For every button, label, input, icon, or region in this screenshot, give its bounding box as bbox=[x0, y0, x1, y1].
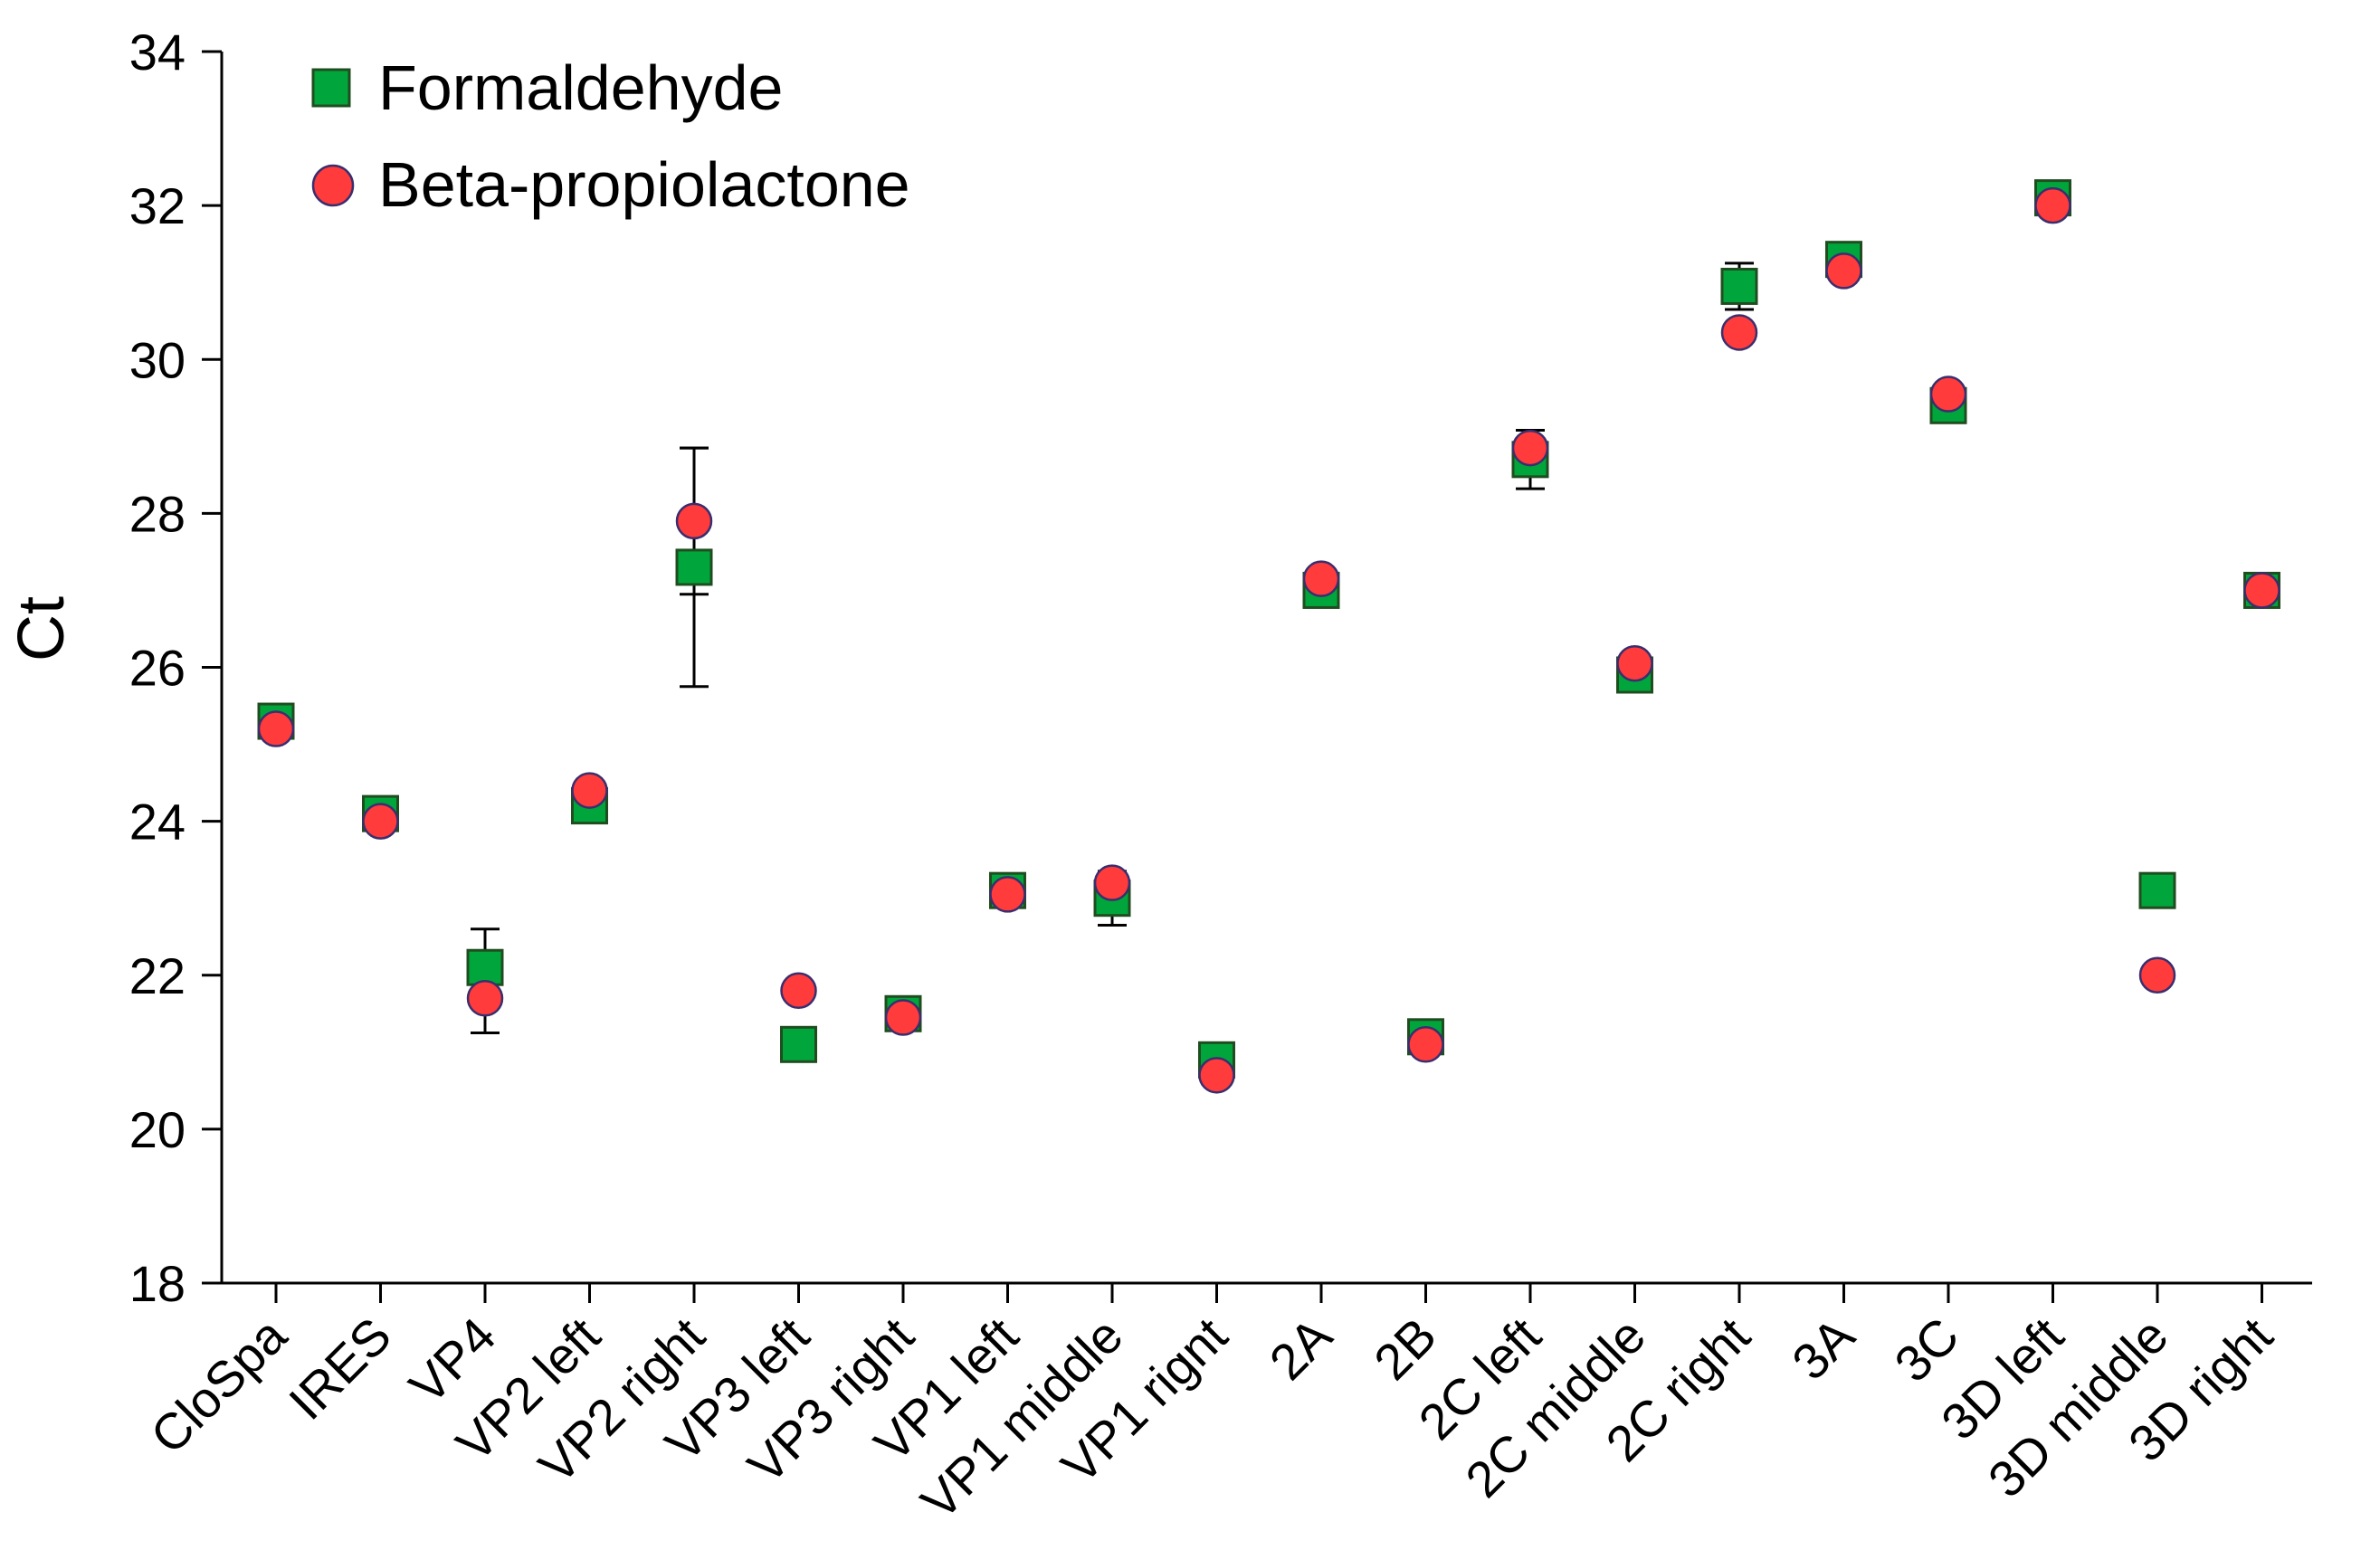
point-beta-propiolactone bbox=[1093, 864, 1131, 901]
point-beta-propiolactone bbox=[884, 999, 922, 1036]
point-formaldehyde bbox=[2138, 871, 2176, 909]
legend-bpl-label: Beta-propiolactone bbox=[378, 149, 910, 220]
point-beta-propiolactone bbox=[2034, 186, 2071, 224]
y-tick-label: 30 bbox=[129, 331, 186, 388]
point-beta-propiolactone bbox=[1616, 644, 1653, 682]
y-tick-label: 28 bbox=[129, 485, 186, 542]
point-beta-propiolactone bbox=[1511, 429, 1549, 467]
point-beta-propiolactone bbox=[1929, 376, 1967, 413]
point-formaldehyde bbox=[780, 1025, 817, 1063]
y-tick-label: 20 bbox=[129, 1101, 186, 1158]
point-beta-propiolactone bbox=[2243, 572, 2280, 609]
x-tick-label: 3A bbox=[1781, 1306, 1865, 1390]
point-formaldehyde bbox=[675, 548, 713, 586]
point-beta-propiolactone bbox=[571, 772, 608, 809]
y-tick-label: 32 bbox=[129, 177, 186, 234]
x-tick-label: IRES bbox=[278, 1307, 402, 1431]
point-beta-propiolactone bbox=[1198, 1057, 1235, 1094]
point-beta-propiolactone bbox=[2138, 956, 2176, 994]
point-beta-propiolactone bbox=[1407, 1026, 1444, 1063]
point-beta-propiolactone bbox=[362, 803, 399, 840]
legend-formaldehyde-marker bbox=[311, 68, 351, 108]
legend: Formaldehyde Beta-propiolactone bbox=[311, 52, 910, 220]
point-formaldehyde bbox=[466, 948, 504, 986]
point-beta-propiolactone bbox=[780, 972, 817, 1010]
x-tick-label: 2B bbox=[1363, 1307, 1447, 1391]
y-tick-label: 22 bbox=[129, 947, 186, 1004]
point-beta-propiolactone bbox=[257, 710, 295, 747]
point-beta-propiolactone bbox=[1825, 252, 1862, 290]
legend-formaldehyde-label: Formaldehyde bbox=[378, 52, 783, 123]
y-tick-label: 26 bbox=[129, 640, 186, 697]
point-beta-propiolactone bbox=[466, 980, 504, 1017]
x-tick-label: 2A bbox=[1259, 1306, 1343, 1390]
legend-bpl-marker bbox=[311, 164, 355, 207]
point-formaldehyde bbox=[1720, 267, 1758, 305]
point-beta-propiolactone bbox=[675, 502, 713, 540]
y-tick-label: 18 bbox=[129, 1255, 186, 1312]
point-beta-propiolactone bbox=[989, 876, 1026, 913]
y-tick-label: 34 bbox=[129, 24, 186, 81]
point-beta-propiolactone bbox=[1302, 560, 1340, 597]
y-tick-label: 24 bbox=[129, 794, 186, 851]
y-axis-label: Ct bbox=[5, 596, 78, 661]
x-tick-label: 3C bbox=[1883, 1307, 1969, 1393]
x-tick-label: CloSpa bbox=[139, 1306, 298, 1464]
point-beta-propiolactone bbox=[1720, 314, 1758, 351]
